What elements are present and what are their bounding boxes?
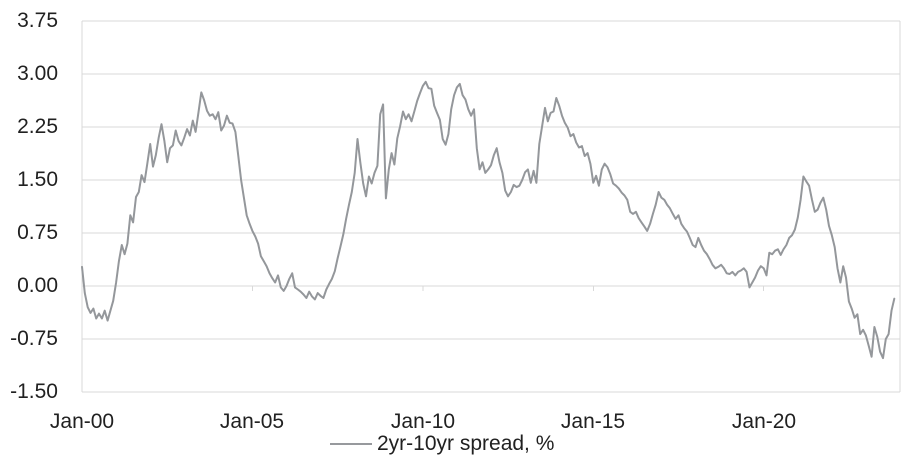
legend-label: 2yr-10yr spread, % (377, 432, 555, 455)
x-axis-tick-label: Jan-05 (219, 410, 285, 433)
x-axis-ticks (81, 286, 765, 291)
y-axis-tick-label: 0.00 (17, 274, 58, 297)
x-axis-tick-label: Jan-20 (731, 410, 797, 433)
legend: 2yr-10yr spread, % (330, 431, 554, 457)
y-axis-tick-label: 2.25 (17, 115, 58, 138)
x-axis-tick-label: Jan-10 (390, 410, 456, 433)
y-axis-tick-label: 0.75 (17, 221, 58, 244)
legend-line-swatch-icon (330, 443, 372, 445)
gridlines (81, 20, 901, 393)
x-axis-tick-label: Jan-00 (49, 410, 115, 433)
y-axis-tick-label: -0.75 (10, 327, 58, 350)
y-axis-tick-label: 3.75 (17, 9, 58, 32)
y-axis-tick-label: -1.50 (10, 380, 58, 403)
y-axis-tick-label: 1.50 (17, 168, 58, 191)
y-axis-tick-label: 3.00 (17, 62, 58, 85)
spread-line-series (81, 80, 896, 360)
x-axis-tick-label: Jan-15 (560, 410, 626, 433)
